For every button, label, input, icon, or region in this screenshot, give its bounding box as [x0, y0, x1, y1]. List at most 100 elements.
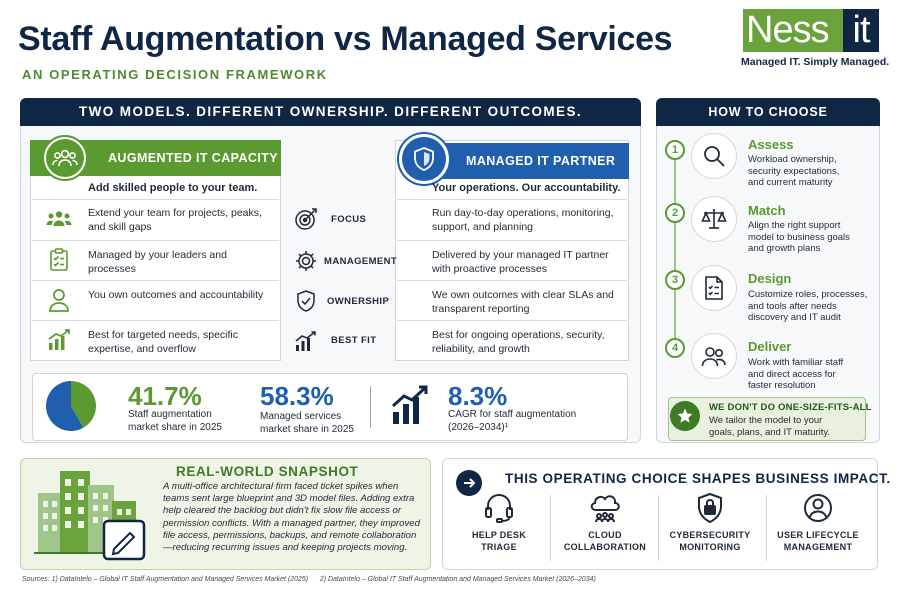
impact-item-cybersecurity: CYBERSECURITY MONITORING: [660, 492, 760, 553]
scales-icon: [691, 196, 737, 242]
row-divider: [397, 320, 627, 321]
step-title: Design: [748, 271, 792, 286]
step-description: Work with familiar staff and direct acce…: [748, 357, 843, 392]
step-desc-line: model to business goals: [748, 231, 850, 243]
impact-label-line: COLLABORATION: [563, 542, 647, 552]
criterion-focus: FOCUS: [331, 214, 367, 225]
office-buildings-illustration: [34, 471, 146, 561]
snapshot-title: REAL-WORLD SNAPSHOT: [176, 464, 359, 479]
step-title: Match: [748, 203, 786, 218]
impact-label: USER LIFECYCLE MANAGEMENT: [768, 529, 868, 553]
impact-label-line: MONITORING: [679, 542, 741, 552]
step-desc-line: and current maturity: [748, 177, 833, 188]
row-divider: [32, 280, 279, 281]
logo-part-ness: Ness: [743, 9, 843, 52]
target-icon: [293, 206, 319, 232]
market-stats: [32, 373, 628, 441]
growth-chart-icon: [46, 327, 72, 353]
impact-label: CYBERSECURITY MONITORING: [660, 529, 760, 553]
impact-item-help-desk: HELP DESK TRIAGE: [449, 492, 549, 553]
step-connector: [674, 290, 676, 338]
stat-staff-share: 41.7%: [128, 381, 202, 411]
impact-label-line: HELP DESK: [471, 530, 527, 540]
person-icon: [46, 287, 72, 313]
step-connector: [674, 222, 676, 270]
gear-icon: [293, 248, 319, 274]
row-divider: [397, 240, 627, 241]
managed-badge: [397, 132, 451, 186]
step-number: 3: [665, 270, 685, 290]
lock-shield-icon: [698, 492, 722, 524]
managed-row-3: We own outcomes with clear SLAs and tran…: [432, 289, 614, 315]
impact-label-line: TRIAGE: [481, 542, 517, 552]
criterion-management: MANAGEMENT: [324, 256, 398, 267]
sources-footnote: Sources: 1) DataIntelo – Global IT Staff…: [22, 576, 596, 583]
impact-label-line: CYBERSECURITY: [669, 530, 751, 540]
stat-label-line: Managed services: [260, 411, 342, 422]
callout-desc-line: goals, plans, and IT maturity.: [709, 426, 831, 438]
people-icon: [691, 333, 737, 379]
step-description: Customize roles, processes, and tools af…: [748, 289, 867, 324]
source-1: Sources: 1) DataIntelo – Global IT Staff…: [22, 576, 309, 583]
cloud-icon: [590, 495, 620, 523]
stat-label-line: market share in 2025: [128, 422, 222, 433]
arrow-right-icon: [456, 470, 482, 496]
stat-label-line: market share in 2025: [260, 424, 354, 435]
step-desc-line: Customize roles, processes,: [748, 289, 868, 300]
document-icon: [691, 265, 737, 311]
managed-row-1: Run day-to-day operations, monitoring, s…: [432, 207, 614, 233]
snapshot-body: A multi-office architectural firm faced …: [163, 481, 420, 554]
criterion-ownership: OWNERSHIP: [327, 296, 390, 307]
impact-divider: [766, 495, 767, 561]
how-to-choose-card: [656, 98, 880, 443]
checklist-icon: [46, 247, 72, 273]
step-desc-line: discovery and IT audit: [748, 312, 841, 323]
augmented-row-1: Extend your team for projects, peaks, an…: [88, 207, 262, 233]
stat-label-line: (2026–2034)¹: [448, 422, 509, 433]
step-number: 4: [665, 338, 685, 358]
bar-chart-icon: [293, 328, 319, 354]
page-title: Staff Augmentation vs Managed Services: [18, 20, 673, 58]
business-impact-card: [442, 458, 878, 570]
one-size-callout: [668, 397, 866, 441]
page-subtitle: AN OPERATING DECISION FRAMEWORK: [22, 67, 328, 82]
stat-managed-label: Managed services market share in 2025: [260, 410, 354, 436]
stat-cagr: 8.3%: [448, 381, 508, 411]
managed-row-2: Delivered by your managed IT partner wit…: [432, 249, 609, 275]
step-desc-line: Align the right support: [748, 220, 841, 231]
star-badge-icon: [670, 401, 700, 431]
stat-cagr-label: CAGR for staff augmentation (2026–2034)¹: [448, 408, 576, 434]
callout-title: WE DON'T DO ONE-SIZE-FITS-ALL: [709, 402, 872, 413]
shield-check-icon: [293, 288, 319, 314]
callout-description: We tailor the model to your goals, plans…: [709, 415, 859, 438]
step-description: Align the right support model to busines…: [748, 220, 850, 255]
step-connector: [674, 160, 676, 206]
pie-slice-staff: [71, 381, 96, 428]
impact-label: CLOUD COLLABORATION: [555, 529, 655, 553]
managed-intro: Your operations. Our accountability.: [432, 182, 621, 194]
impact-divider: [550, 495, 551, 561]
impact-label-line: CLOUD: [588, 530, 622, 540]
comparison-banner: TWO MODELS. DIFFERENT OWNERSHIP. DIFFERE…: [20, 98, 641, 126]
row-divider: [397, 199, 627, 200]
step-description: Workload ownership, security expectation…: [748, 154, 839, 189]
augmented-intro: Add skilled people to your team.: [88, 182, 258, 194]
step-desc-line: and direct access for: [748, 368, 836, 380]
row-divider: [32, 240, 279, 241]
managed-row-4: Best for ongoing operations, security, r…: [432, 329, 605, 355]
logo-tagline: Managed IT. Simply Managed.: [741, 56, 890, 68]
growth-bars-icon: [391, 385, 428, 424]
team-icon: [52, 149, 78, 167]
step-number: 1: [665, 140, 685, 160]
source-2: 2) DataIntelo – Global IT Staff Augmenta…: [319, 576, 596, 583]
row-divider: [32, 199, 279, 200]
step-desc-line: and tools after needs: [748, 300, 837, 312]
step-title: Assess: [748, 137, 794, 152]
stat-label-line: CAGR for staff augmentation: [448, 409, 577, 420]
row-divider: [32, 320, 279, 321]
shield-icon: [414, 147, 434, 171]
user-circle-icon: [804, 494, 832, 522]
logo-part-it: it: [843, 9, 879, 52]
step-desc-line: and growth plans: [748, 243, 821, 254]
headset-icon: [485, 493, 513, 523]
